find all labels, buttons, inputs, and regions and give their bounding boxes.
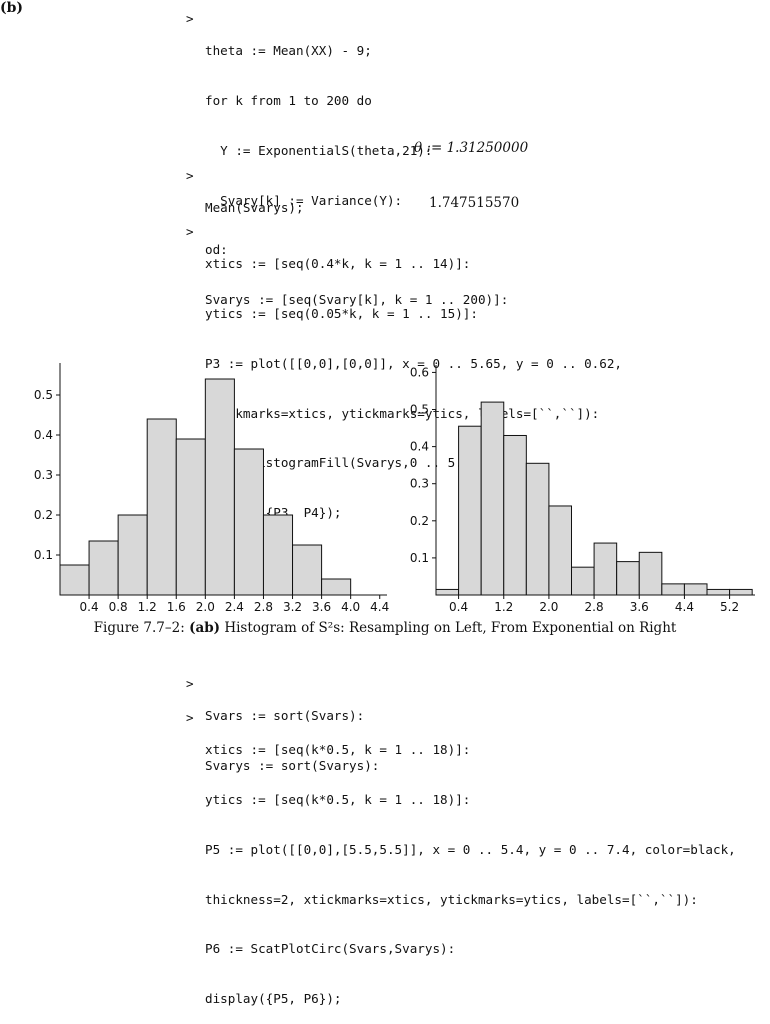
histogram-bar <box>117 514 148 596</box>
x-tick-label: 2.4 <box>225 600 244 614</box>
output-theta: θ := 1.31250000 <box>414 140 529 156</box>
code-block-scatter[interactable]: xtics := [seq(k*0.5, k = 1 .. 18)]: ytic… <box>205 709 736 1024</box>
y-tick-label: 0.3 <box>34 468 53 482</box>
y-tick-label: 0.6 <box>410 365 429 379</box>
x-tick-label: 5.2 <box>720 600 739 614</box>
x-tick-label: 4.0 <box>341 600 360 614</box>
histogram-bar <box>88 540 119 596</box>
code-line: Y := ExponentialS(theta,21): <box>205 142 433 158</box>
y-tick-label: 0.4 <box>410 440 429 454</box>
code-line: Mean(Svarys); <box>205 200 304 216</box>
caption-text: Histogram of S²s: Resampling on Left, Fr… <box>220 620 677 636</box>
x-tick-label: 2.8 <box>254 600 273 614</box>
code-line: ytics := [seq(k*0.5, k = 1 .. 18)]: <box>205 791 471 807</box>
y-tick-label: 0.4 <box>34 428 53 442</box>
x-tick-label: 3.2 <box>283 600 302 614</box>
histogram-bar <box>729 588 753 596</box>
histogram-bar <box>204 378 235 596</box>
caption-prefix: Figure 7.7–2: <box>93 620 190 636</box>
y-tick-label: 0.3 <box>410 477 429 491</box>
code-line: Svary[k] := Variance(Y): <box>205 192 403 208</box>
x-tick-label: 2.8 <box>585 600 604 614</box>
histogram-bar <box>548 505 573 596</box>
caption-bold: (ab) <box>189 620 221 636</box>
histogram-right: 0.4 1.2 2.0 2.8 3.6 4.4 5.2 0.1 0.2 0.3 0.4 0.5 0.6 <box>410 365 755 614</box>
x-tick-label: 3.6 <box>312 600 331 614</box>
x-tick-label: 0.8 <box>109 600 128 614</box>
part-label: (b) <box>0 0 24 16</box>
x-tick-label: 1.6 <box>167 600 186 614</box>
code-line: ytics := [seq(0.05*k, k = 1 .. 15)]: <box>205 305 478 321</box>
histogram-figure: 0.4 0.8 1.2 1.6 2.0 2.4 2.8 3.2 3.6 4.0 4.40.10.20… <box>34 363 755 614</box>
y-tick-label: 0.1 <box>34 548 53 562</box>
code-line: P5 := plot([[0,0],[5.5,5.5]], x = 0 .. 5… <box>205 841 736 857</box>
y-tick-label: 0.2 <box>410 514 429 528</box>
histogram-bar <box>435 588 460 596</box>
histogram-bar <box>638 551 663 596</box>
code-block-mean[interactable]: Mean(Svarys); <box>205 167 304 233</box>
histogram-bar <box>661 583 685 596</box>
histogram-bar <box>480 401 505 596</box>
prompt-marker: > <box>186 676 194 691</box>
y-tick-label: 0.1 <box>410 551 429 565</box>
histogram-bar <box>571 566 595 596</box>
histogram-bar <box>503 434 527 596</box>
x-tick-label: 1.2 <box>138 600 157 614</box>
x-tick-label: 4.4 <box>675 600 694 614</box>
code-line: theta := Mean(XX) - 9; <box>205 43 372 59</box>
x-tick-label: 0.4 <box>80 600 99 614</box>
prompt-marker: > <box>186 224 194 239</box>
histogram-bar <box>233 448 264 596</box>
histogram-bar <box>525 462 550 596</box>
x-tick-label: 1.2 <box>494 600 513 614</box>
code-line: xtics := [seq(k*0.5, k = 1 .. 18)]: <box>205 742 471 758</box>
histogram-bar <box>292 544 323 596</box>
histogram-bar <box>593 542 618 596</box>
histogram-bar <box>262 514 294 596</box>
code-line: Svarys := sort(Svarys): <box>205 757 380 773</box>
code-line: P3 := plot([[0,0],[0,0]], x = 0 .. 5.65,… <box>205 355 623 371</box>
code-line: od: <box>205 242 228 258</box>
histogram-bar <box>683 583 708 596</box>
histogram-left: 0.4 0.8 1.2 1.6 2.0 2.4 2.8 3.2 3.6 4.0 4.4 0.1 0.2 0… <box>34 363 389 614</box>
figure-caption: Figure 7.7–2: (ab) Histogram of S²s: Res… <box>0 620 770 636</box>
code-line: xtickmarks=xtics, ytickmarks=ytics, labe… <box>205 405 600 421</box>
x-tick-label: 4.4 <box>370 600 389 614</box>
prompt-marker: > <box>186 168 194 183</box>
code-block-sort[interactable]: Svars := sort(Svars): Svarys := sort(Sva… <box>205 675 379 791</box>
code-line: display({P5, P6}); <box>205 991 342 1007</box>
code-line: for k from 1 to 200 do <box>205 92 372 108</box>
code-block-theta[interactable]: theta := Mean(XX) - 9; for k from 1 to 2… <box>205 10 508 325</box>
y-tick-label: 0.5 <box>410 403 429 417</box>
y-tick-label: 0.2 <box>34 508 53 522</box>
code-line: Svarys := [seq(Svary[k], k = 1 .. 200)]: <box>205 292 509 308</box>
code-line: xtics := [seq(0.4*k, k = 1 .. 14)]: <box>205 256 471 272</box>
code-line: Svars := sort(Svars): <box>205 708 365 724</box>
code-line: thickness=2, xtickmarks=xtics, ytickmark… <box>205 891 698 907</box>
histogram-bar <box>59 564 90 596</box>
prompt-marker: > <box>186 710 194 725</box>
output-mean: 1.747515570 <box>429 195 520 211</box>
histogram-bar <box>458 425 482 596</box>
prompt-marker: > <box>186 11 194 26</box>
histogram-bar <box>321 578 352 596</box>
code-line: P6 := ScatPlotCirc(Svars,Svarys): <box>205 941 456 957</box>
x-tick-label: 2.0 <box>539 600 558 614</box>
histogram-bar <box>146 418 177 596</box>
histogram-bar <box>706 588 731 596</box>
x-tick-label: 2.0 <box>196 600 215 614</box>
y-tick-label: 0.5 <box>34 388 53 402</box>
histogram-bar <box>175 438 206 596</box>
x-tick-label: 0.4 <box>449 600 468 614</box>
histogram-bar <box>616 561 640 596</box>
x-tick-label: 3.6 <box>630 600 649 614</box>
